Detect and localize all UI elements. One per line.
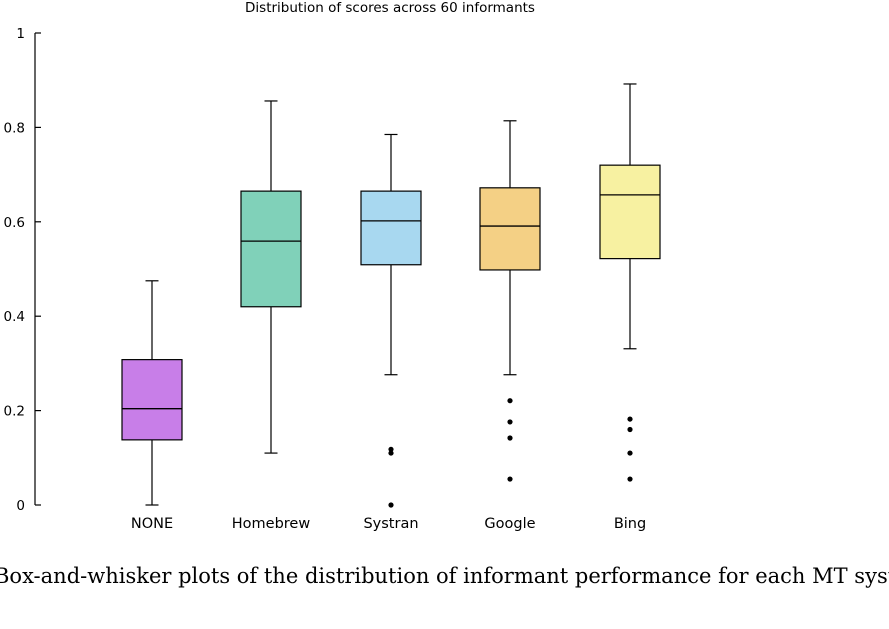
outlier-point [627,450,632,455]
y-tick-label: 0.8 [4,120,25,136]
iqr-box [361,191,421,265]
x-axis-labels: NONE Homebrew Systran Google Bing [131,516,646,532]
x-category-label: Google [484,516,535,532]
outlier-point [507,398,512,403]
iqr-box [122,360,182,440]
outlier-point [627,427,632,432]
outlier-point [627,416,632,421]
box-systran [361,134,421,507]
box-series [122,84,660,508]
chart-title: Distribution of scores across 60 informa… [245,0,535,16]
outlier-point [507,476,512,481]
outlier-point [388,502,393,507]
outlier-point [507,419,512,424]
figure-caption: Box-and-whisker plots of the distributio… [0,564,889,588]
y-tick-label: 0.4 [4,309,25,325]
x-category-label: Bing [614,516,646,532]
iqr-box [480,188,540,270]
y-tick-label: 1 [16,26,25,42]
iqr-box [600,165,660,258]
x-category-label: Homebrew [232,516,311,532]
y-tick-label: 0.6 [4,215,25,231]
iqr-box [241,191,301,307]
box-google [480,121,540,482]
box-bing [600,84,660,482]
x-category-label: Systran [363,516,418,532]
outlier-point [507,435,512,440]
y-tick-label: 0 [16,498,25,514]
box-none [122,281,182,505]
y-tick-label: 0.2 [4,404,25,420]
box-homebrew [241,101,301,453]
outlier-point [388,450,393,455]
y-axis: 0 0.2 0.4 0.6 0.8 1 [4,26,41,514]
x-category-label: NONE [131,516,173,532]
outlier-point [627,476,632,481]
